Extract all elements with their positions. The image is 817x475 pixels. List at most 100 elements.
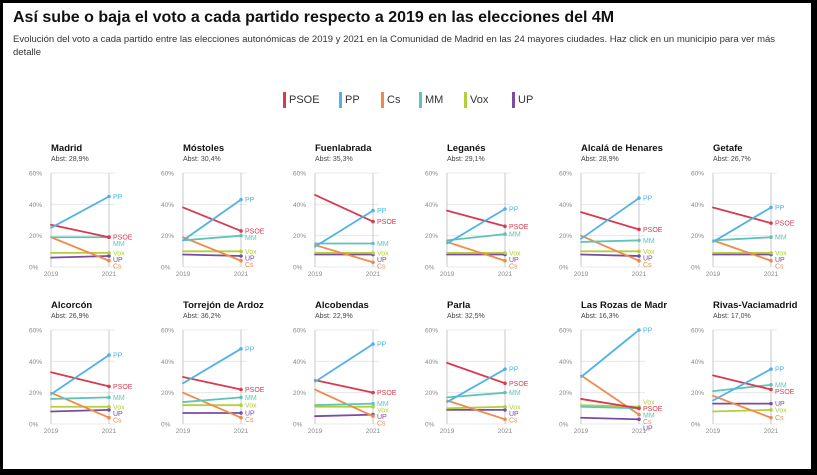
panel-title[interactable]: Alcobendas (315, 300, 369, 311)
series-line-pp (314, 209, 374, 248)
end-label-up: UP (775, 401, 785, 408)
y-tick-label: 60% (425, 171, 438, 178)
end-label-mm: MM (643, 413, 655, 420)
series-point-vox (239, 403, 243, 408)
panel-title[interactable]: Torrejón de Ardoz (183, 300, 264, 311)
end-label-cs: Cs (245, 417, 254, 424)
series-line-psoe (580, 211, 640, 231)
series-line-cs (446, 399, 506, 421)
end-label-pp: PP (245, 346, 255, 353)
end-label-psoe: PSOE (113, 384, 133, 391)
panel-title[interactable]: Fuenlabrada (315, 143, 372, 154)
y-tick-label: 0% (691, 265, 701, 272)
y-tick-label: 0% (425, 265, 435, 272)
panel-abstention: Abst: 28,9% (581, 156, 619, 163)
series-point-pp (239, 347, 243, 351)
y-tick-label: 60% (559, 328, 572, 335)
panel-title[interactable]: Alcalá de Henares (581, 143, 663, 154)
end-label-vox: Vox (113, 404, 125, 411)
series-line-mm (182, 396, 242, 403)
panel-title[interactable]: Móstoles (183, 143, 225, 154)
end-label-pp: PP (113, 194, 123, 201)
series-line-cs (314, 244, 374, 264)
series-point-psoe (371, 390, 375, 395)
series-point-cs (637, 412, 641, 417)
y-tick-label: 40% (29, 202, 42, 209)
series-point-pp (107, 353, 111, 357)
end-label-psoe: PSOE (245, 387, 265, 394)
series-line-pp (446, 208, 506, 245)
x-tick-label: 2019 (440, 271, 455, 278)
y-tick-label: 20% (29, 233, 42, 240)
series-point-psoe (769, 221, 773, 225)
panel-title[interactable]: Getafe (713, 143, 743, 154)
y-tick-label: 20% (559, 390, 572, 397)
end-label-cs: Cs (113, 263, 122, 270)
x-tick-label: 2019 (176, 428, 191, 435)
legend-label: PP (345, 94, 360, 106)
panel-chart[interactable]: 0% 20% 40% 60% 2019 2021 PP MM PSOE UP Vox Cs (3, 3, 795, 436)
end-label-mm: MM (775, 382, 787, 389)
x-tick-label: 2019 (574, 271, 589, 278)
y-tick-label: 40% (293, 202, 306, 209)
end-label-cs: Cs (245, 262, 254, 269)
end-label-up: UP (643, 426, 653, 433)
end-label-psoe: PSOE (377, 390, 397, 397)
y-tick-label: 20% (425, 233, 438, 240)
y-tick-label: 40% (691, 359, 704, 366)
end-label-psoe: PSOE (113, 235, 133, 242)
end-label-pp: PP (509, 367, 519, 374)
y-tick-label: 0% (293, 265, 303, 272)
y-tick-label: 60% (29, 171, 42, 178)
y-tick-label: 40% (293, 359, 306, 366)
series-line-pp (712, 368, 772, 402)
end-label-psoe: PSOE (643, 227, 663, 234)
panel-title[interactable]: Parla (447, 300, 471, 311)
series-point-cs (239, 415, 243, 420)
panel-title[interactable]: Rivas-Vaciamadrid (713, 300, 798, 311)
series-line-up (182, 253, 242, 257)
end-label-up: UP (245, 255, 255, 262)
end-label-vox: Vox (377, 250, 389, 257)
panel-title[interactable]: Las Rozas de Madr (581, 300, 668, 311)
series-point-pp (769, 205, 773, 210)
end-label-pp: PP (775, 205, 785, 212)
panel-title[interactable]: Leganés (447, 143, 486, 154)
end-label-cs: Cs (377, 263, 386, 270)
page-subtitle: Evolución del voto a cada partido entre … (13, 34, 776, 58)
y-tick-label: 40% (425, 202, 438, 209)
series-line-cs (712, 394, 772, 419)
series-point-up (239, 254, 243, 258)
y-tick-label: 60% (161, 171, 174, 178)
x-tick-label: 2019 (308, 271, 323, 278)
end-label-mm: MM (775, 235, 787, 242)
y-tick-label: 0% (29, 265, 39, 272)
series-point-cs (503, 258, 507, 263)
series-line-cs (50, 391, 110, 419)
panel-title[interactable]: Madrid (51, 143, 83, 154)
series-point-up (637, 254, 641, 258)
x-tick-label: 2021 (498, 271, 513, 278)
end-label-vox: Vox (113, 250, 125, 257)
series-line-psoe (314, 194, 374, 223)
y-tick-label: 20% (29, 390, 42, 397)
x-tick-label: 2019 (574, 428, 589, 435)
end-label-pp: PP (377, 208, 387, 215)
panel-title[interactable]: Alcorcón (51, 300, 93, 311)
series-point-mm (371, 401, 375, 406)
x-tick-label: 2021 (366, 271, 381, 278)
series-point-vox (503, 404, 507, 409)
series-line-pp (314, 343, 374, 383)
end-label-vox: Vox (509, 250, 521, 257)
